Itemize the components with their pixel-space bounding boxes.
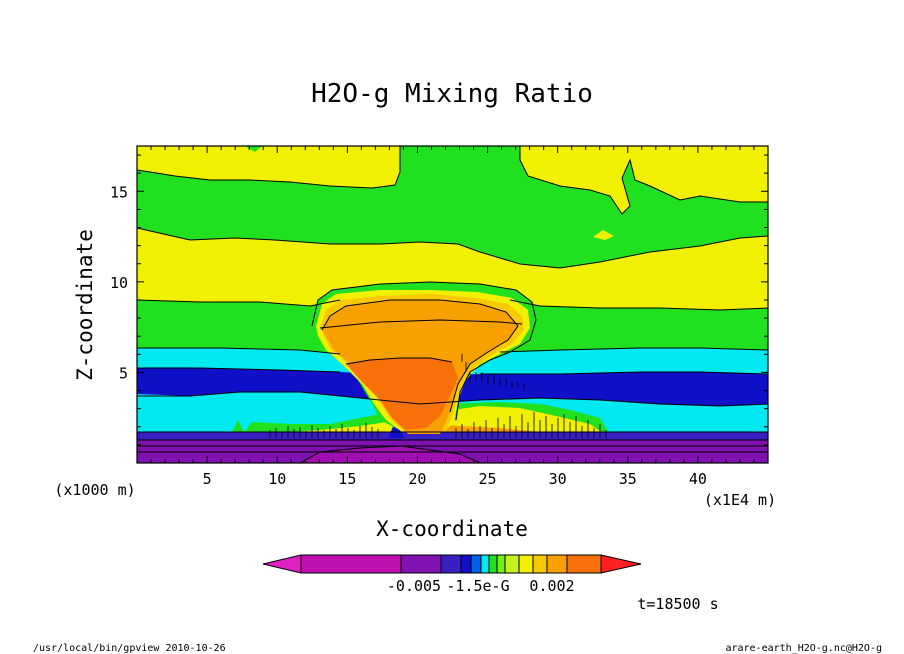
colorbar-swatch	[470, 554, 482, 574]
colorbar-swatch	[532, 554, 548, 574]
x-units-label: (x1E4 m)	[704, 491, 776, 509]
field-yellow-top-left	[137, 146, 400, 188]
chart-title: H2O-g Mixing Ratio	[311, 79, 593, 109]
colorbar-swatch	[488, 554, 498, 574]
x-tick-label: 15	[338, 470, 356, 488]
colorbar-swatch	[600, 554, 642, 574]
colorbar-label: -1.5e-G	[446, 577, 509, 595]
x-tick-label: 30	[549, 470, 567, 488]
x-tick-label: 40	[689, 470, 707, 488]
time-label: t=18500 s	[637, 595, 718, 613]
field-blue-surface-core	[388, 420, 404, 438]
field-yellow-island	[593, 230, 614, 240]
y-tick-label: 15	[110, 183, 128, 201]
colorbar-swatch	[262, 554, 302, 574]
colorbar-swatch	[504, 554, 520, 574]
colorbar	[262, 554, 642, 574]
y-units-label: (x1000 m)	[54, 481, 135, 499]
colorbar-swatch	[480, 554, 490, 574]
x-tick-label: 25	[479, 470, 497, 488]
field-yellow-mid	[137, 228, 768, 316]
colorbar-swatch	[460, 554, 472, 574]
x-tick-label: 10	[268, 470, 286, 488]
plot-area	[137, 146, 768, 463]
x-tick-label: 35	[619, 470, 637, 488]
colorbar-swatch	[300, 554, 402, 574]
colorbar-swatch	[546, 554, 568, 574]
footer-right: arare-earth_H2O-g.nc@H2O-g	[725, 643, 882, 654]
y-axis-label: Z-coordinate	[73, 229, 97, 381]
colorbar-label: -0.005	[387, 577, 441, 595]
y-tick-label: 10	[110, 274, 128, 292]
x-axis: 5 10 15 20 25 30 35 40	[136, 146, 769, 488]
field-yellow-top-right	[520, 146, 768, 214]
colorbar-swatch	[440, 554, 462, 574]
footer-left: /usr/local/bin/gpview 2010-10-26	[33, 643, 226, 654]
plume-deep-orange	[346, 358, 458, 430]
y-axis: 5 10 15	[110, 154, 768, 464]
field-magenta-surface	[300, 446, 480, 463]
turbulent-contours	[269, 354, 607, 438]
colorbar-swatch	[518, 554, 534, 574]
colorbar-swatch	[400, 554, 442, 574]
x-axis-label: X-coordinate	[376, 517, 528, 541]
colorbar-labels: -0.005 -1.5e-G 0.002	[387, 577, 575, 595]
y-tick-label: 5	[119, 364, 128, 382]
colorbar-label: 0.002	[529, 577, 574, 595]
colorbar-swatch	[496, 554, 506, 574]
x-tick-label: 20	[408, 470, 426, 488]
plot-frame	[136, 145, 769, 464]
x-tick-label: 5	[203, 470, 212, 488]
colorbar-swatch	[566, 554, 602, 574]
contour-lines	[137, 146, 768, 463]
